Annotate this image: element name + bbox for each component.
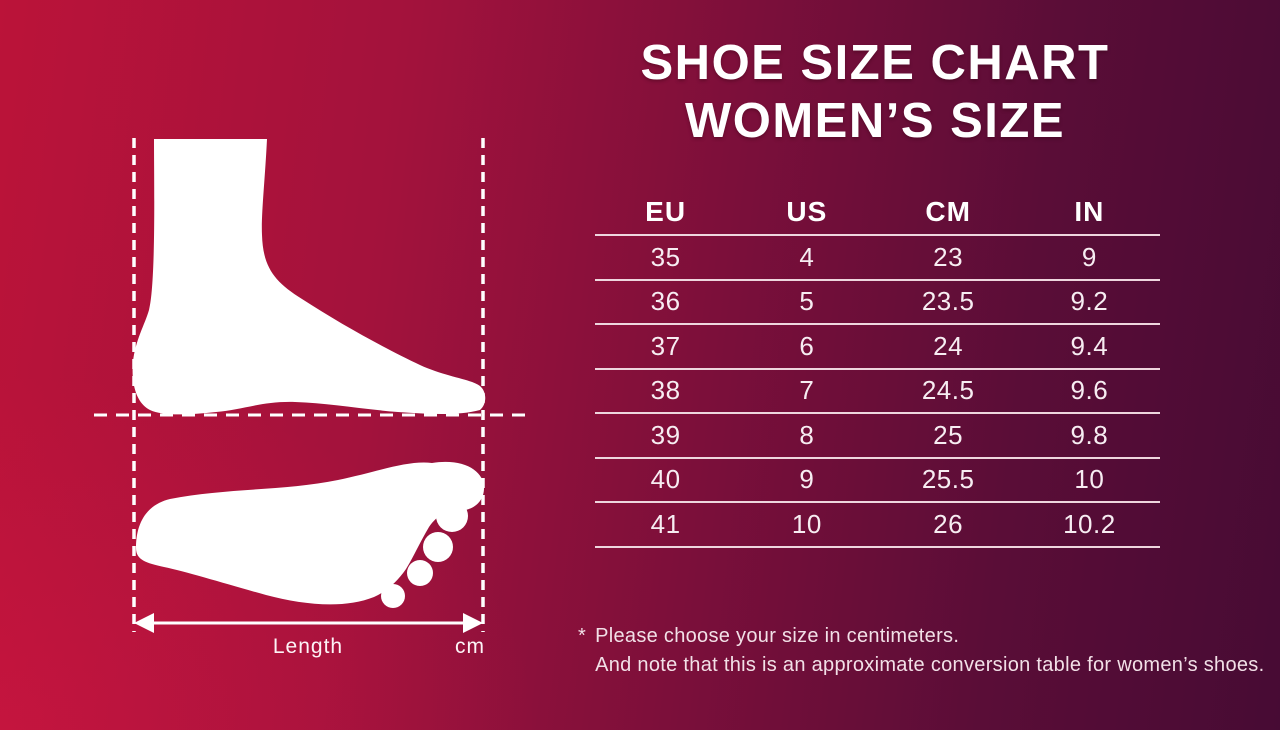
table-header-row: EU US CM IN [595, 190, 1160, 236]
table-cell: 23.5 [921, 286, 975, 317]
table-cell: 36 [650, 286, 681, 317]
table-cell: 8 [799, 419, 815, 450]
table-cell: 9 [1081, 241, 1097, 272]
table-cell: 9.8 [1070, 419, 1109, 450]
table-cell: 41 [650, 508, 681, 539]
length-arrow-head-left [134, 613, 154, 633]
table-cell: 37 [650, 330, 681, 361]
table-row: 39 8 25 9.8 [595, 414, 1160, 459]
toe-illustration [381, 584, 405, 608]
toe-illustration [436, 500, 468, 532]
table-cell: 35 [650, 241, 681, 272]
size-table: EU US CM IN 35 4 23 9 36 5 23.5 9.2 37 6… [595, 190, 1160, 548]
footnote-line-2: And note that this is an approximate con… [595, 653, 1265, 676]
table-row: 38 7 24.5 9.6 [595, 370, 1160, 414]
table-row: 37 6 24 9.4 [595, 325, 1160, 370]
side-foot-illustration [132, 139, 486, 415]
table-cell: 9.2 [1070, 286, 1109, 317]
table-row: 41 10 26 10.2 [595, 503, 1160, 548]
top-foot-illustration [136, 461, 484, 605]
page-title: SHOE SIZE CHART WOMEN’S SIZE [555, 34, 1195, 150]
table-cell: 40 [650, 464, 681, 495]
table-cell: 23 [933, 241, 964, 272]
column-header-cm: CM [925, 196, 971, 227]
footnote: * Please choose your size in centimeters… [578, 622, 1264, 679]
footnote-line-1: Please choose your size in centimeters. [595, 625, 960, 647]
table-row: 36 5 23.5 9.2 [595, 281, 1160, 325]
table-cell: 26 [933, 508, 964, 539]
column-header-eu: EU [645, 196, 687, 227]
length-arrow-head-right [463, 613, 483, 633]
length-label: Length [272, 635, 344, 658]
foot-measurement-diagram [94, 138, 527, 633]
table-cell: 10 [1074, 464, 1105, 495]
column-header-us: US [786, 196, 828, 227]
table-cell: 9.6 [1070, 375, 1109, 406]
table-cell: 9 [799, 464, 815, 495]
table-cell: 39 [650, 419, 681, 450]
table-cell: 5 [799, 286, 815, 317]
table-row: 40 9 25.5 10 [595, 459, 1160, 503]
toe-illustration [423, 532, 453, 562]
title-line-2: WOMEN’S SIZE [684, 94, 1066, 148]
table-cell: 25.5 [921, 464, 975, 495]
table-cell: 10 [791, 508, 822, 539]
footnote-text: Please choose your size in centimeters. … [595, 622, 1264, 679]
table-row: 35 4 23 9 [595, 236, 1160, 281]
toe-illustration [407, 560, 433, 586]
table-cell: 38 [650, 375, 681, 406]
table-cell: 7 [799, 375, 815, 406]
table-cell: 4 [799, 241, 815, 272]
column-header-in: IN [1074, 196, 1105, 227]
footnote-marker: * [578, 625, 587, 647]
table-cell: 25 [933, 419, 964, 450]
table-cell: 9.4 [1070, 330, 1109, 361]
table-cell: 10.2 [1063, 508, 1116, 539]
table-cell: 24.5 [921, 375, 975, 406]
unit-label: cm [455, 635, 485, 658]
table-cell: 6 [799, 330, 815, 361]
table-cell: 24 [933, 330, 964, 361]
title-line-1: SHOE SIZE CHART [640, 36, 1110, 90]
